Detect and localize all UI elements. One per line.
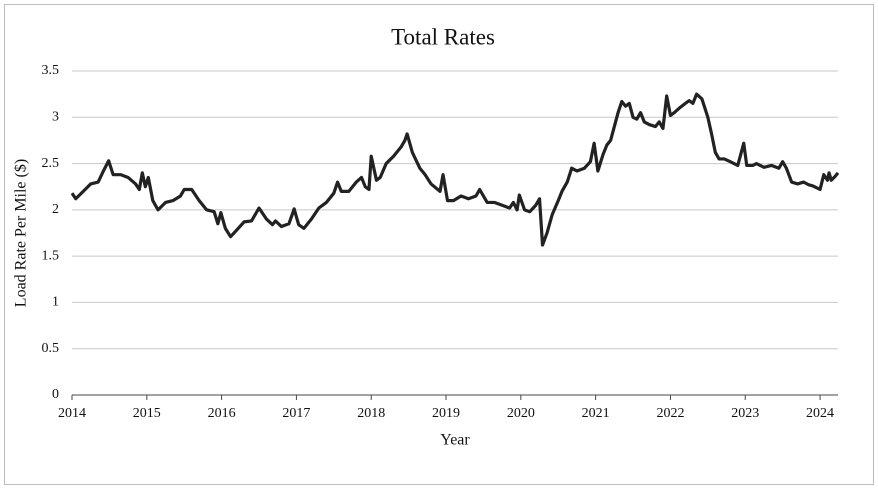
line xyxy=(70,92,840,247)
x-tick-label: 2018 xyxy=(357,406,385,421)
y-axis-title: Load Rate Per Mile ($) xyxy=(13,159,30,307)
x-tick-label: 2014 xyxy=(58,406,86,421)
y-tick-label: 0 xyxy=(52,387,59,402)
x-tick-label: 2022 xyxy=(656,406,684,421)
x-tick-label: 2021 xyxy=(582,406,610,421)
x-tick-label: 2015 xyxy=(133,406,161,421)
y-tick-label: 2 xyxy=(52,202,59,217)
x-tick-label: 2023 xyxy=(731,406,759,421)
y-tick-label: 3 xyxy=(52,110,59,125)
x-tick-label: 2017 xyxy=(282,406,310,421)
x-tick-label: 2019 xyxy=(432,406,460,421)
y-tick-label: 1.5 xyxy=(42,248,60,263)
x-tick-label: 2020 xyxy=(507,406,535,421)
chart-border xyxy=(4,4,874,485)
x-axis-title: Year xyxy=(440,432,470,449)
x-tick-label: 2016 xyxy=(208,406,236,421)
y-tick-label: 1 xyxy=(52,295,59,310)
y-tick-label: 2.5 xyxy=(42,156,60,171)
x-tick-label: 2024 xyxy=(806,406,834,421)
chart-title: Total Rates xyxy=(391,24,495,49)
y-tick-label: 3.5 xyxy=(42,63,60,78)
y-tick-label: 0.5 xyxy=(42,341,60,356)
